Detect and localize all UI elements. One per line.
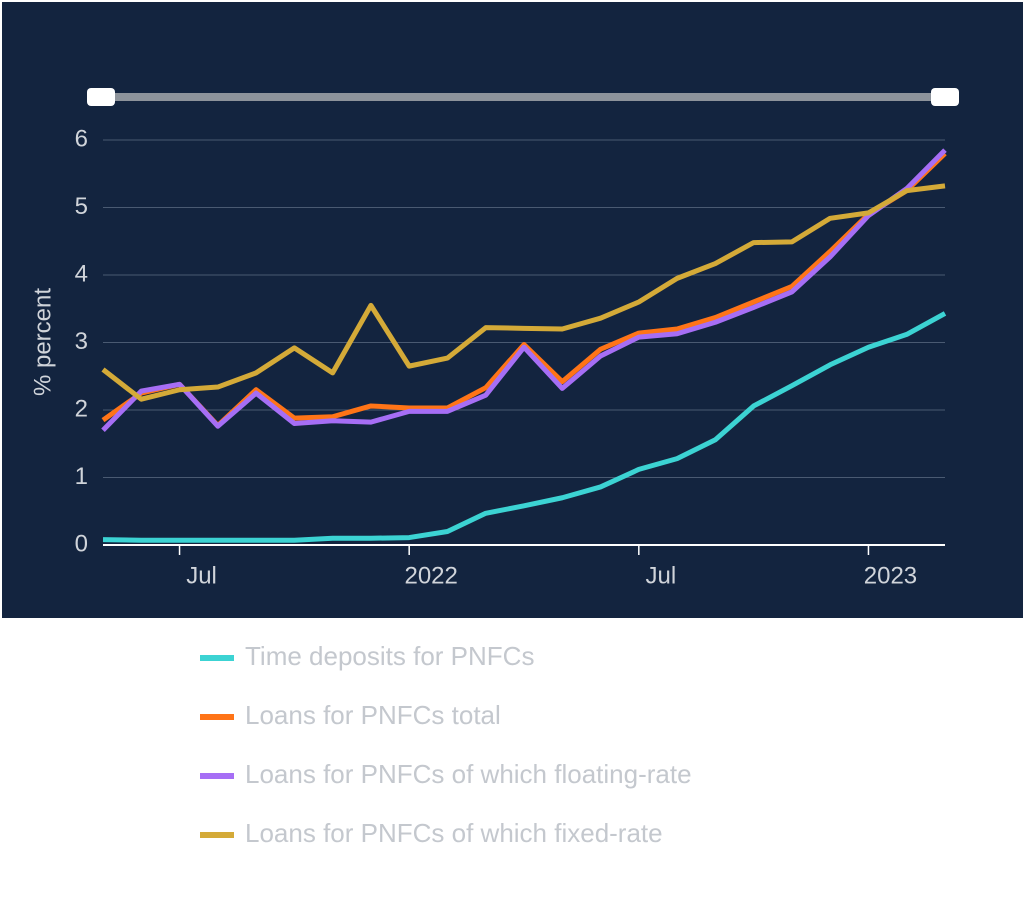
chart-background <box>2 2 1023 618</box>
series-line <box>101 148 947 432</box>
x-tick-label: 2022 <box>404 562 457 589</box>
y-tick-label: 2 <box>75 395 88 422</box>
y-tick-label: 1 <box>75 463 88 490</box>
slider-handle[interactable] <box>87 88 115 106</box>
y-tick-label: 3 <box>75 328 88 355</box>
series-line <box>102 311 947 543</box>
legend-label: Loans for PNFCs of which floating-rate <box>245 759 692 789</box>
series-line <box>101 183 946 402</box>
x-tick-label: Jul <box>186 562 217 589</box>
slider-handle[interactable] <box>931 88 959 106</box>
x-tick-label: 2023 <box>864 562 917 589</box>
y-tick-label: 5 <box>75 193 88 220</box>
y-tick-label: 6 <box>75 125 88 152</box>
legend-label: Time deposits for PNFCs <box>245 641 534 671</box>
legend-label: Loans for PNFCs total <box>245 700 501 730</box>
y-tick-label: 0 <box>75 530 88 557</box>
y-axis-label: % percent <box>29 288 56 396</box>
y-tick-label: 4 <box>75 260 88 287</box>
legend-label: Loans for PNFCs of which fixed-rate <box>245 818 663 848</box>
x-tick-label: Jul <box>645 562 676 589</box>
